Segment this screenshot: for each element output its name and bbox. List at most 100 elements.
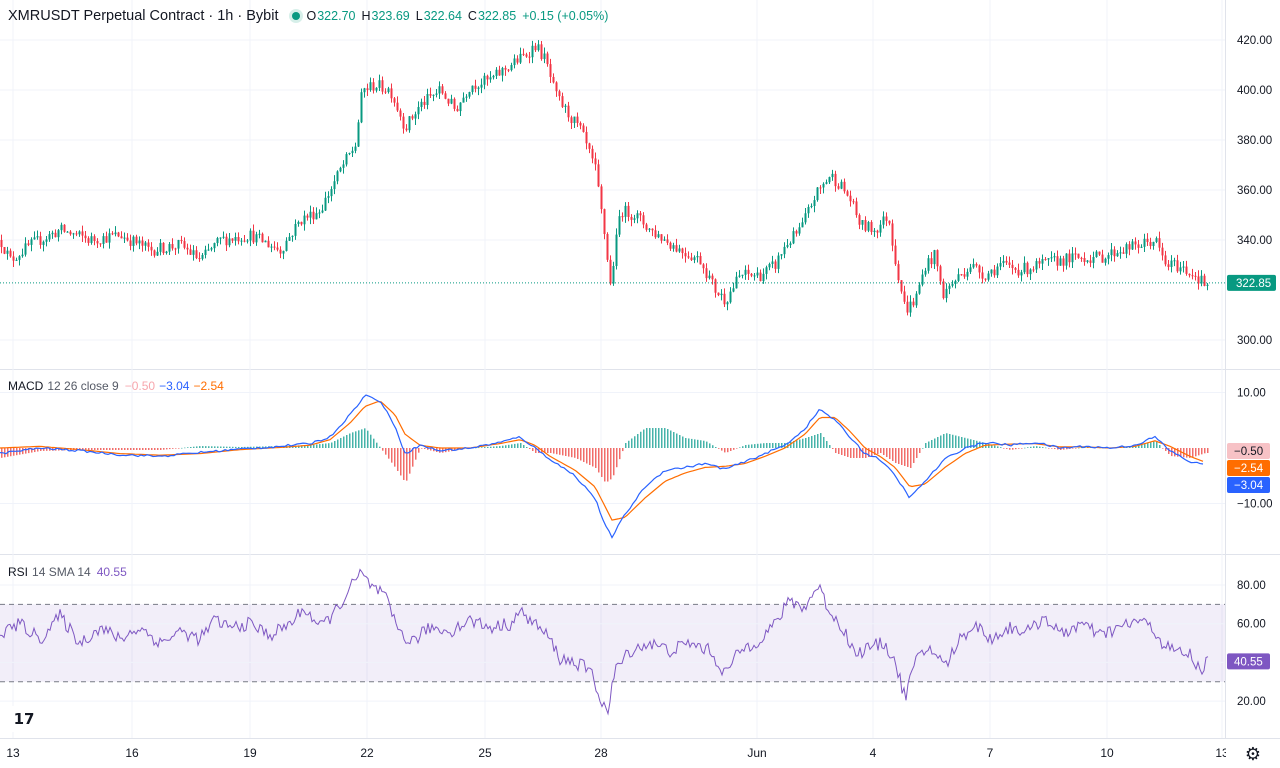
candle	[27, 243, 30, 245]
candle	[342, 164, 345, 168]
macd-hist-bar	[586, 448, 588, 464]
candle	[1029, 269, 1032, 275]
macd-hist-bar	[682, 436, 684, 448]
candle	[15, 259, 18, 261]
candle	[246, 240, 249, 242]
candle	[1113, 249, 1116, 257]
macd-hist-bar	[988, 443, 990, 448]
candle	[483, 75, 486, 85]
candle	[537, 44, 540, 51]
candle	[69, 231, 72, 235]
candle	[867, 222, 870, 231]
macd-hist-bar	[139, 448, 141, 450]
candle	[1047, 258, 1050, 260]
macd-hist-bar	[187, 447, 189, 448]
candle	[714, 279, 717, 293]
candle	[807, 206, 810, 214]
macd-hist-bar	[883, 448, 885, 455]
rsi-legend[interactable]: RSI 14 SMA 14 40.55	[8, 565, 131, 579]
candle	[891, 223, 894, 246]
macd-hist-bar	[229, 446, 231, 448]
macd-hist-bar	[769, 443, 771, 448]
macd-axis-label: −10.00	[1237, 499, 1273, 511]
macd-hist-bar	[634, 436, 636, 448]
macd-hist-bar	[856, 448, 858, 458]
candle	[738, 275, 741, 277]
macd-hist-bar	[949, 434, 951, 448]
price-axis-label: 300.00	[1237, 335, 1272, 347]
macd-hist-bar	[97, 448, 99, 450]
candle	[732, 288, 735, 292]
candle	[99, 243, 102, 245]
macd-hist-bar	[958, 436, 960, 448]
candle	[315, 213, 318, 220]
corner-cover	[1226, 739, 1280, 768]
candle	[234, 237, 237, 241]
macd-hist-bar	[1180, 448, 1182, 457]
candle	[288, 236, 291, 241]
macd-legend[interactable]: MACD 12 26 close 9 −0.50 −3.04 −2.54	[8, 379, 228, 393]
macd-hist-bar	[547, 448, 549, 453]
macd-hist-bar	[511, 444, 513, 448]
macd-hist-bar	[691, 438, 693, 448]
candle	[1050, 257, 1053, 259]
macd-hist-bar	[811, 436, 813, 448]
candle	[726, 302, 729, 305]
macd-hist-bar	[592, 448, 594, 467]
macd-hist-bar	[910, 448, 912, 468]
candle	[597, 164, 600, 187]
candle	[513, 58, 516, 66]
candle	[573, 116, 576, 124]
macd-hist-bar	[301, 445, 303, 448]
candle	[858, 215, 861, 225]
macd-hist-bar	[259, 446, 261, 448]
candle	[531, 45, 534, 58]
macd-hist-bar	[685, 438, 687, 448]
candle	[468, 92, 471, 97]
macd-hist-bar	[1186, 448, 1188, 458]
candle	[570, 117, 573, 124]
candle	[192, 250, 195, 255]
macd-hist-bar	[559, 448, 561, 455]
macd-hist-bar	[79, 448, 81, 451]
gear-icon[interactable]: ⚙	[1244, 744, 1262, 764]
candle	[435, 93, 438, 95]
macd-hist-bar	[133, 448, 135, 450]
symbol-title[interactable]: XMRUSDT Perpetual Contract · 1h · Bybit	[8, 8, 279, 24]
candle	[6, 250, 9, 254]
macd-hist-bar	[583, 448, 585, 462]
candle	[393, 98, 396, 103]
macd-hist-bar	[631, 438, 633, 448]
macd-hist-bar	[1171, 448, 1173, 457]
candle	[225, 236, 228, 246]
macd-hist-bar	[85, 448, 87, 450]
macd-hist-bar	[352, 432, 354, 448]
candle	[207, 249, 210, 251]
macd-hist-bar	[868, 448, 870, 457]
main-legend: XMRUSDT Perpetual Contract · 1h · Bybit …	[8, 8, 614, 24]
macd-hist-bar	[1012, 448, 1014, 450]
candle	[1101, 254, 1104, 263]
candle	[759, 272, 762, 282]
macd-hist-bar	[124, 448, 126, 450]
macd-hist-bar	[1051, 448, 1053, 449]
candle	[1107, 255, 1110, 259]
candle	[993, 269, 996, 276]
macd-hist-bar	[823, 437, 825, 448]
macd-hist-bar	[964, 437, 966, 448]
candle	[1041, 259, 1044, 264]
candle	[285, 240, 288, 251]
candle	[630, 216, 633, 220]
candle	[267, 240, 270, 248]
time-axis-label: 19	[243, 746, 257, 760]
time-axis-label: 7	[987, 746, 994, 760]
candle	[411, 116, 414, 119]
market-status-icon[interactable]	[288, 9, 303, 23]
candle	[1203, 275, 1206, 286]
macd-hist-bar	[622, 448, 624, 452]
candle	[12, 256, 15, 261]
candle	[168, 244, 171, 252]
tradingview-logo-icon[interactable]: 17	[8, 706, 40, 732]
macd-hist-bar	[388, 448, 390, 459]
